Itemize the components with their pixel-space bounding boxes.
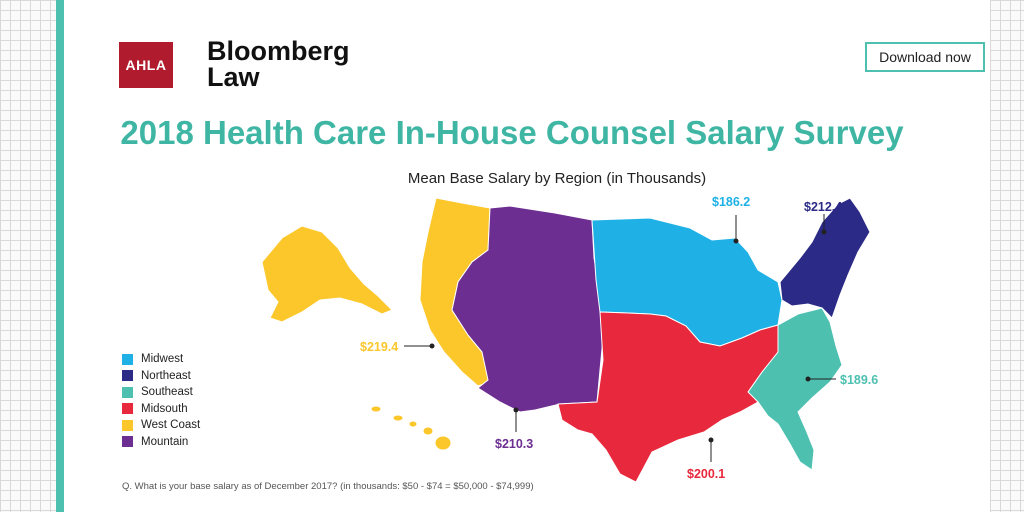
callout-midwest: $186.2 <box>712 195 750 244</box>
alaska-shape <box>261 225 393 323</box>
salary-label-midwest: $186.2 <box>712 195 750 209</box>
legend-label-northeast: Northeast <box>141 369 191 382</box>
legend-label-southeast: Southeast <box>141 386 193 399</box>
accent-bar <box>56 0 64 512</box>
salary-label-west-coast: $219.4 <box>360 340 398 354</box>
survey-footnote: Q. What is your base salary as of Decemb… <box>122 481 534 492</box>
legend-swatch-mountain <box>122 436 133 448</box>
chart-title: Mean Base Salary by Region (in Thousands… <box>407 170 707 187</box>
region-west-coast <box>261 197 491 451</box>
bloomberg-law-logo: Bloomberg Law <box>207 36 350 92</box>
leader-dot-mountain <box>513 407 519 413</box>
legend-label-mountain: Mountain <box>141 435 189 448</box>
ahla-logo: AHLA <box>119 42 173 88</box>
legend-swatch-west-coast <box>122 419 133 431</box>
region-midsouth <box>557 311 779 483</box>
legend-item-west-coast: West Coast <box>122 417 200 434</box>
salary-label-northeast: $212.4 <box>804 200 842 214</box>
download-button[interactable]: Download now <box>865 42 985 72</box>
legend-item-southeast: Southeast <box>122 384 200 401</box>
salary-label-southeast: $189.6 <box>840 373 878 387</box>
grid-background-left <box>0 0 56 512</box>
legend-swatch-midwest <box>122 353 133 365</box>
legend-label-midwest: Midwest <box>141 353 184 366</box>
salary-label-midsouth: $200.1 <box>687 467 725 481</box>
callout-midsouth: $200.1 <box>687 437 725 481</box>
callout-mountain: $210.3 <box>495 407 533 451</box>
legend-label-west-coast: West Coast <box>141 419 201 432</box>
legend-item-midwest: Midwest <box>122 351 200 368</box>
legend-swatch-midsouth <box>122 403 133 415</box>
leader-dot-midsouth <box>708 437 714 443</box>
region-shape-midsouth <box>557 311 779 483</box>
legend-item-mountain: Mountain <box>122 434 200 451</box>
leader-dot-northeast <box>821 229 827 235</box>
legend-swatch-northeast <box>122 370 133 382</box>
grid-background-right <box>990 0 1024 512</box>
leader-dot-midwest <box>733 238 739 244</box>
salary-label-mountain: $210.3 <box>495 437 533 451</box>
callout-west-coast: $219.4 <box>360 340 435 354</box>
callout-southeast: $189.6 <box>805 373 878 387</box>
hawaii-shape <box>370 405 452 451</box>
leader-dot-southeast <box>805 376 811 382</box>
leader-dot-west-coast <box>429 343 435 349</box>
region-northeast <box>779 197 871 319</box>
page-title: 2018 Health Care In-House Counsel Salary… <box>120 114 904 151</box>
legend-label-midsouth: Midsouth <box>141 402 188 415</box>
bloomberg-logo-line2: Law <box>207 62 260 92</box>
region-shape-northeast <box>779 197 871 319</box>
bloomberg-logo-line1: Bloomberg <box>207 36 350 66</box>
legend-item-northeast: Northeast <box>122 368 200 385</box>
callout-northeast: $212.4 <box>804 200 842 235</box>
legend-swatch-southeast <box>122 386 133 398</box>
chart-legend: Midwest Northeast Southeast Midsouth Wes… <box>122 351 200 450</box>
legend-item-midsouth: Midsouth <box>122 401 200 418</box>
